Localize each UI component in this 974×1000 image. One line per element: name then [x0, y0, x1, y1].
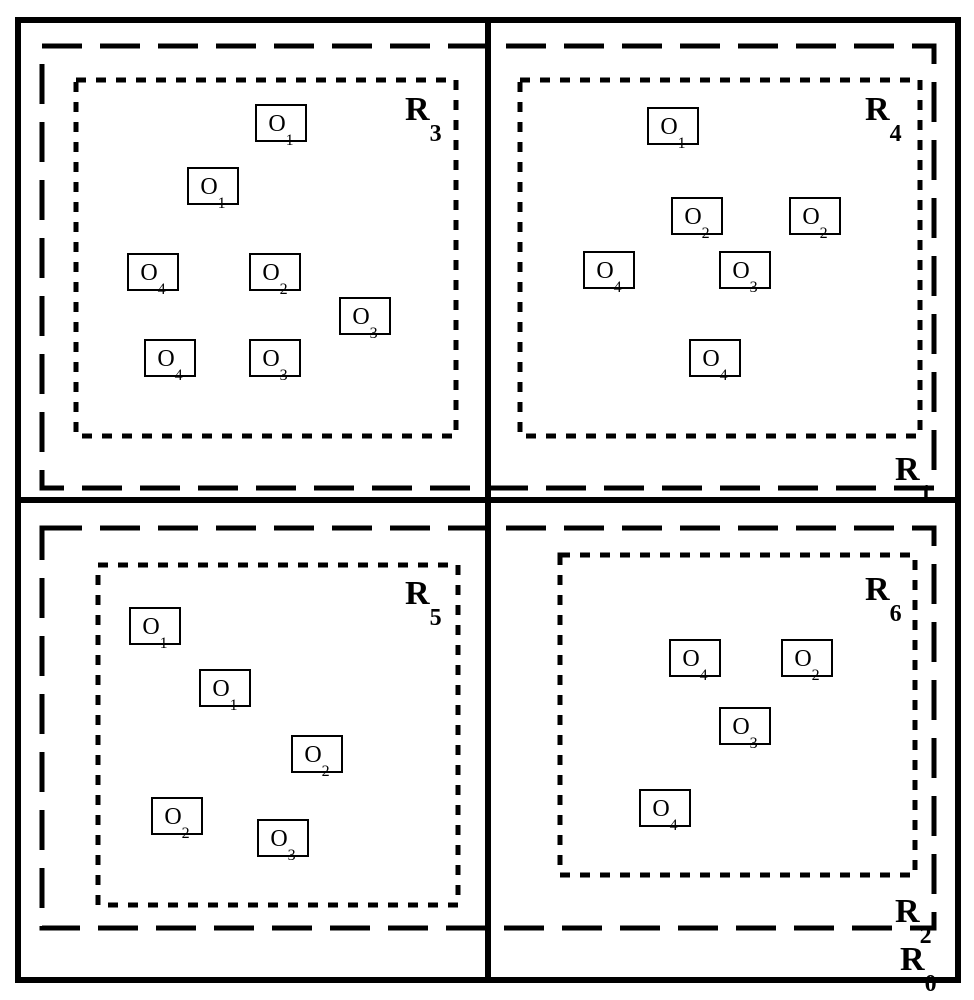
diagram-svg: R0R1R2R3R4R5R6O1O1O4O2O3O4O3O1O2O2O4O3O4…: [0, 0, 974, 1000]
diagram-canvas: R0R1R2R3R4R5R6O1O1O4O2O3O4O3O1O2O2O4O3O4…: [0, 0, 974, 1000]
